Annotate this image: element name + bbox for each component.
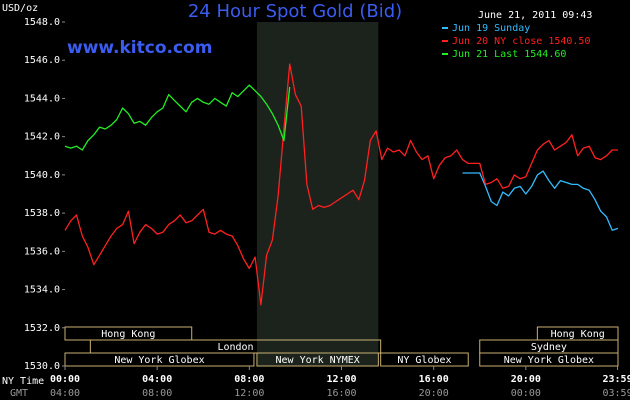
session-shade <box>256 22 379 366</box>
y-tick-label: 1538.0 <box>24 208 60 219</box>
y-tick-label: 1542.0 <box>24 132 60 143</box>
x2-tick-label: 03:59 <box>602 388 630 399</box>
x-tick-label: 12:00 <box>326 374 356 385</box>
session-label: London <box>217 342 253 353</box>
legend-label: Jun 19 Sunday <box>452 23 530 34</box>
y-tick-label: 1534.0 <box>24 285 60 296</box>
series-line <box>462 170 619 231</box>
x-tick-label: 00:00 <box>50 374 80 385</box>
session-box <box>380 352 469 367</box>
session-label: NY Globex <box>397 355 451 366</box>
session-box <box>479 352 619 367</box>
x2-tick-label: 20:00 <box>419 388 449 399</box>
series-line <box>64 63 618 306</box>
session-label: Hong Kong <box>101 329 155 340</box>
x2-tick-label: 16:00 <box>326 388 356 399</box>
y-tick-label: 1548.0 <box>24 17 60 28</box>
x-tick-label: 23:59 <box>602 374 630 385</box>
legend-label: Jun 21 Last 1544.60 <box>452 49 566 60</box>
y-tick-label: 1544.0 <box>24 93 60 104</box>
session-box <box>64 352 255 367</box>
y-tick-label: 1532.0 <box>24 323 60 334</box>
y-tick-label: 1540.0 <box>24 170 60 181</box>
x-axis-label: NY Time <box>2 376 44 387</box>
y-tick-label: 1536.0 <box>24 246 60 257</box>
y-tick-label: 1530.0 <box>24 361 60 372</box>
x2-tick-label: 00:00 <box>511 388 541 399</box>
session-label: New York Globex <box>114 355 204 366</box>
session-label: New York NYMEX <box>276 355 360 366</box>
session-box <box>256 352 379 367</box>
y-tick-label: 1546.0 <box>24 55 60 66</box>
y-axis-label: USD/oz <box>2 3 38 14</box>
x-tick-label: 20:00 <box>511 374 541 385</box>
chart-title: 24 Hour Spot Gold (Bid) <box>188 1 402 22</box>
x-tick-label: 16:00 <box>419 374 449 385</box>
x2-tick-label: 08:00 <box>142 388 172 399</box>
series-line <box>64 84 291 151</box>
background-layer <box>256 22 379 366</box>
x-tick-label: 08:00 <box>234 374 264 385</box>
x-tick-label: 04:00 <box>142 374 172 385</box>
session-label: New York Globex <box>504 355 594 366</box>
x2-tick-label: 04:00 <box>50 388 80 399</box>
legend-label: Jun 20 NY close 1540.50 <box>452 36 590 47</box>
timestamp: June 21, 2011 09:43 <box>478 10 592 21</box>
x2-axis-label: GMT <box>10 388 28 399</box>
session-label: Sydney <box>531 342 567 353</box>
session-label: Hong Kong <box>551 329 605 340</box>
x2-tick-label: 12:00 <box>234 388 264 399</box>
source-label: www.kitco.com <box>67 38 212 58</box>
